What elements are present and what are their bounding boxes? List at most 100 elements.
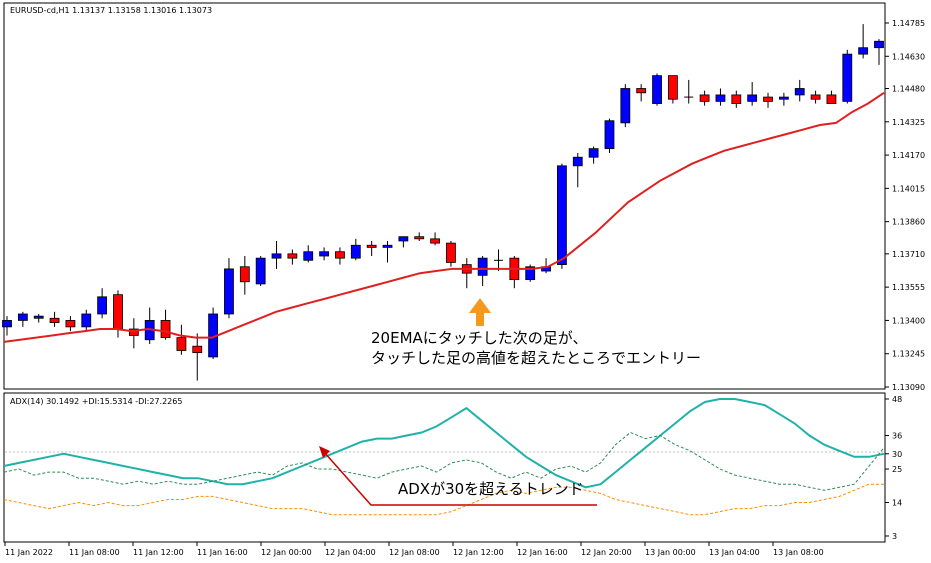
candle-body bbox=[366, 244, 377, 248]
candle bbox=[794, 79, 805, 102]
candle-body bbox=[176, 337, 187, 351]
candle bbox=[97, 288, 108, 319]
candle bbox=[224, 258, 234, 319]
adx-header: ADX(14) 30.1492 +DI:15.5314 -DI:27.2265 bbox=[10, 397, 182, 406]
candle-body bbox=[128, 328, 139, 336]
candle bbox=[414, 232, 425, 241]
x-tick-label: 12 Jan 04:00 bbox=[325, 548, 376, 557]
candle-body bbox=[572, 156, 583, 167]
candle bbox=[17, 311, 28, 327]
price-header: EURUSD-cd,H1 1.13137 1.13158 1.13016 1.1… bbox=[10, 6, 212, 15]
candle-body bbox=[224, 268, 234, 315]
candle-body bbox=[810, 94, 821, 100]
price-tick-label: 1.14325 bbox=[892, 118, 925, 127]
candle bbox=[747, 82, 758, 106]
candle-body bbox=[17, 313, 28, 321]
candle-body bbox=[763, 96, 773, 102]
candle-body bbox=[699, 94, 710, 102]
candle-body bbox=[715, 94, 726, 102]
candle-body bbox=[271, 253, 282, 259]
adx-annotation-arrow bbox=[319, 446, 597, 506]
price-y-axis: 1.14785 1.14630 1.14480 1.14325 1.14170 1.140… bbox=[885, 19, 925, 392]
candle bbox=[842, 49, 853, 104]
candle bbox=[366, 240, 377, 257]
entry-annotation-line2: タッチした足の高値を超えたところでエントリー bbox=[371, 349, 701, 367]
candle bbox=[430, 232, 440, 246]
price-tick-label: 1.13860 bbox=[892, 218, 925, 227]
price-tick-label: 1.14015 bbox=[892, 184, 925, 193]
price-tick-label: 1.14785 bbox=[892, 19, 925, 28]
x-tick-label: 12 Jan 16:00 bbox=[517, 548, 568, 557]
adx-y-axis: 48 36 30 25 14 3 bbox=[885, 395, 902, 541]
adx-annotation: ADXが30を超えるトレンド bbox=[398, 480, 584, 498]
candle bbox=[636, 84, 647, 102]
candle-body bbox=[525, 266, 536, 281]
candle-body bbox=[160, 320, 171, 339]
ema20-line bbox=[3, 91, 885, 343]
adx-tick-label: 3 bbox=[892, 532, 897, 541]
adx-series-line bbox=[3, 398, 885, 489]
adx-tick-label: 25 bbox=[892, 465, 902, 474]
candle-body bbox=[382, 244, 393, 248]
x-tick-label: 13 Jan 04:00 bbox=[709, 548, 760, 557]
candle-body bbox=[319, 251, 329, 257]
candle-body bbox=[731, 94, 742, 104]
candle bbox=[239, 256, 250, 295]
candle-body bbox=[620, 88, 631, 124]
plus-di-series-line bbox=[3, 431, 885, 491]
candle bbox=[493, 249, 503, 272]
x-tick-label: 11 Jan 16:00 bbox=[197, 548, 248, 557]
candle-body bbox=[778, 96, 789, 100]
candle bbox=[398, 236, 409, 248]
candle bbox=[715, 88, 726, 106]
time-x-axis: 11 Jan 2022 11 Jan 08:00 11 Jan 12:00 11 Ja… bbox=[4, 542, 824, 557]
candle bbox=[81, 309, 92, 332]
candle bbox=[319, 247, 329, 261]
price-tick-label: 1.13400 bbox=[892, 316, 925, 325]
x-tick-label: 11 Jan 08:00 bbox=[69, 548, 120, 557]
candle-body bbox=[350, 244, 361, 259]
adx-tick-label: 48 bbox=[892, 395, 902, 404]
candle-body bbox=[414, 236, 425, 240]
candle bbox=[350, 238, 361, 261]
candle bbox=[303, 245, 314, 263]
candle-body bbox=[430, 238, 440, 244]
candle bbox=[858, 24, 869, 59]
candle bbox=[731, 90, 742, 108]
entry-arrow-icon bbox=[469, 298, 491, 326]
adx-tick-label: 30 bbox=[892, 450, 902, 459]
candle bbox=[192, 333, 203, 381]
candle bbox=[588, 146, 599, 164]
adx-tick-label: 36 bbox=[892, 432, 902, 441]
candle bbox=[255, 256, 266, 287]
candle-body bbox=[255, 257, 266, 285]
candle bbox=[525, 264, 536, 282]
candle bbox=[557, 163, 567, 269]
candle-body bbox=[398, 236, 409, 242]
candle-body bbox=[667, 75, 678, 100]
candle-body bbox=[303, 251, 314, 261]
candle bbox=[699, 90, 710, 106]
candle-body bbox=[49, 317, 60, 323]
candle-body bbox=[604, 120, 615, 150]
candle-body bbox=[81, 313, 92, 328]
candle bbox=[128, 318, 139, 349]
price-tick-label: 1.13710 bbox=[892, 250, 925, 259]
candle bbox=[763, 92, 773, 108]
candle-body bbox=[446, 242, 456, 263]
candle-body bbox=[652, 75, 662, 104]
candle-body bbox=[33, 315, 44, 319]
price-tick-label: 1.14170 bbox=[892, 151, 925, 160]
candle bbox=[572, 152, 583, 188]
candle-body bbox=[113, 294, 123, 330]
candle-body bbox=[557, 165, 567, 265]
candle bbox=[2, 316, 12, 336]
x-tick-label: 12 Jan 12:00 bbox=[453, 548, 504, 557]
x-tick-label: 12 Jan 20:00 bbox=[581, 548, 632, 557]
candle-body bbox=[747, 94, 758, 102]
price-tick-label: 1.13555 bbox=[892, 283, 925, 292]
candle-body bbox=[826, 94, 837, 104]
price-tick-label: 1.13245 bbox=[892, 350, 925, 359]
candle-body bbox=[794, 88, 805, 96]
